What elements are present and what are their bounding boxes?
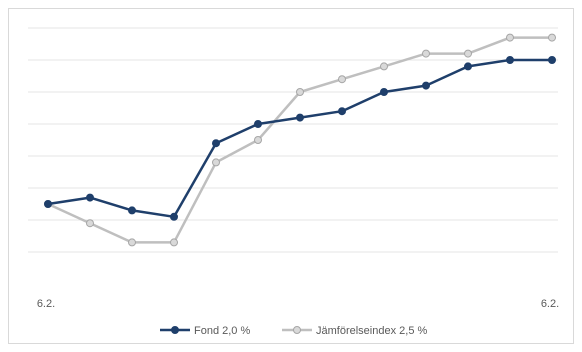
- data-point-fund: [464, 62, 472, 71]
- data-point-index: [338, 75, 346, 84]
- data-point-index: [422, 49, 430, 58]
- series-line-fund: [47, 58, 552, 219]
- series-line-index: [47, 36, 552, 244]
- legend-item-fund: Fond 2,0 %: [160, 325, 250, 337]
- data-point-fund: [86, 193, 94, 202]
- legend-swatch-marker: [171, 326, 179, 334]
- x-tick-label: 6.2.: [37, 298, 55, 310]
- data-point-fund: [506, 56, 514, 64]
- data-point-fund: [44, 200, 52, 208]
- data-point-index: [128, 238, 136, 247]
- data-point-index: [380, 62, 388, 71]
- data-point-fund: [422, 81, 430, 90]
- legend-item-index: Jämförelseindex 2,5 %: [282, 325, 427, 337]
- data-point-fund: [128, 206, 136, 215]
- data-point-fund: [170, 212, 178, 221]
- data-point-index: [254, 136, 262, 144]
- data-point-fund: [254, 120, 262, 128]
- x-tick-labels: 6.2.6.2.7.2.: [37, 298, 559, 310]
- data-point-index: [212, 158, 220, 167]
- legend: Fond 2,0 % Jämförelseindex 2,5 %: [160, 325, 427, 337]
- data-point-index: [464, 49, 472, 58]
- data-point-index: [506, 33, 514, 42]
- data-point-fund: [338, 107, 346, 116]
- data-point-fund: [212, 139, 220, 148]
- legend-swatch-marker: [293, 326, 301, 334]
- data-point-fund: [380, 88, 388, 96]
- data-point-fund: [548, 56, 556, 64]
- legend-label: Jämförelseindex 2,5 %: [316, 325, 427, 337]
- series-fund: [44, 56, 556, 221]
- x-tick-label: 6.2.: [541, 298, 559, 310]
- series-layer: [44, 33, 556, 247]
- data-point-index: [548, 33, 556, 42]
- data-point-fund: [296, 113, 304, 122]
- data-point-index: [296, 88, 304, 96]
- legend-label: Fond 2,0 %: [194, 325, 250, 337]
- data-point-index: [86, 219, 94, 228]
- gridlines: [28, 27, 558, 253]
- data-point-index: [170, 238, 178, 247]
